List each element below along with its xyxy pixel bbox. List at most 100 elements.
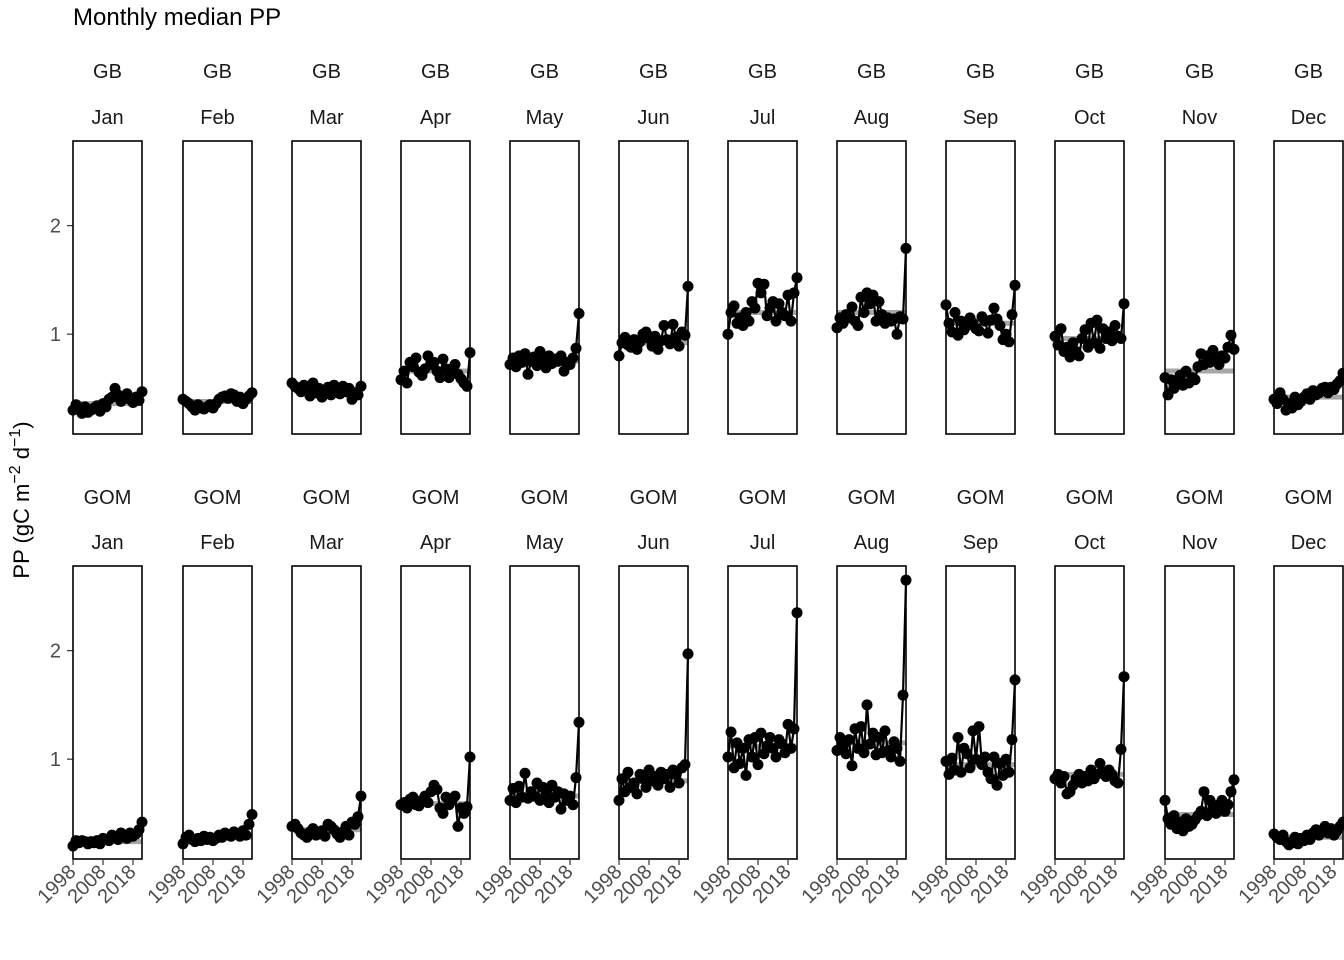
panel-border [836,565,907,860]
data-point [243,818,255,830]
data-point [240,829,252,841]
facet-region-label: GB [1294,61,1323,83]
data-point [749,302,761,314]
data-point [773,298,785,310]
data-point [770,315,782,327]
data-point [1225,786,1237,798]
facet-region-label: GB [203,61,232,83]
data-point [428,356,440,368]
data-point [785,315,797,327]
data-point [991,779,1003,791]
data-point [401,377,413,389]
data-point [843,734,855,746]
data-point [567,352,579,364]
panel-border [836,140,907,435]
data-point [1073,350,1085,362]
facet-region-label: GB [421,61,450,83]
data-point [891,742,903,754]
data-point [737,742,749,754]
data-point [319,830,331,842]
facet-month-label: May [526,107,564,129]
facet-region-label: GOM [84,487,132,509]
facet-region-label: GOM [848,487,896,509]
data-point [743,315,755,327]
data-point [564,790,576,802]
data-point [864,298,876,310]
panel-border [509,565,580,860]
panel-border [1273,565,1344,860]
data-point [879,725,891,737]
data-point [631,788,643,800]
data-point [764,732,776,743]
facet-region-label: GOM [1176,487,1224,509]
data-point [1091,314,1103,326]
data-point [422,797,434,809]
data-point [652,343,664,355]
data-point [1201,810,1213,822]
panel-border [945,140,1016,435]
data-point [891,328,903,340]
data-point [746,751,758,763]
data-point [725,726,737,738]
facet-month-label: Sep [963,107,999,129]
data-point [673,777,685,789]
facet-region-label: GOM [194,487,242,509]
panel-border [727,565,798,860]
data-point [755,287,767,299]
facet-month-label: Oct [1074,532,1106,554]
panel-border [945,565,1016,860]
data-point [516,356,528,368]
data-point [1198,786,1210,798]
data-point [1055,323,1067,335]
panel-border [618,140,689,435]
panel-border [727,140,798,435]
y-label-text: PP (gC m [9,484,34,579]
panel-border [1164,140,1235,435]
data-point [1094,342,1106,354]
data-point [897,689,909,701]
data-point [788,723,800,735]
facet-region-label: GOM [1066,487,1114,509]
facet-month-label: Mar [309,107,344,129]
data-point [770,751,782,763]
y-axis-label: PP (gC m−2 d−1) [7,421,34,578]
panel-border [182,140,253,435]
data-point [1189,374,1201,386]
data-point [858,307,870,318]
facet-month-label: Jul [750,532,776,554]
data-point [437,807,449,819]
y-tick-label: 1 [50,749,61,771]
data-point [740,769,752,781]
data-point [846,301,858,313]
data-point [840,748,852,760]
data-point [961,748,973,760]
data-point [522,368,534,380]
facet-month-label: Apr [420,107,451,129]
panel-border [1054,565,1125,860]
data-point [540,788,552,800]
data-point [861,699,873,711]
panel-border [1054,140,1125,435]
facet-region-label: GB [857,61,886,83]
facet-month-label: Oct [1074,107,1106,129]
facet-region-label: GB [966,61,995,83]
data-point [1067,337,1079,349]
facet-month-label: Jun [637,107,669,129]
data-point [982,327,994,339]
facet-region-label: GB [312,61,341,83]
facet-region-label: GOM [1285,487,1333,509]
data-point [567,799,579,811]
facet-month-label: Nov [1182,532,1218,554]
data-point [897,313,909,325]
data-point [513,780,525,792]
data-point [519,348,531,360]
panel-border [72,565,143,860]
data-point [622,766,634,778]
data-point [1006,734,1018,746]
data-point [628,777,640,789]
facet-region-label: GOM [957,487,1005,509]
facet-region-label: GB [639,61,668,83]
panel-border [509,140,580,435]
y-tick-label: 2 [50,641,61,663]
